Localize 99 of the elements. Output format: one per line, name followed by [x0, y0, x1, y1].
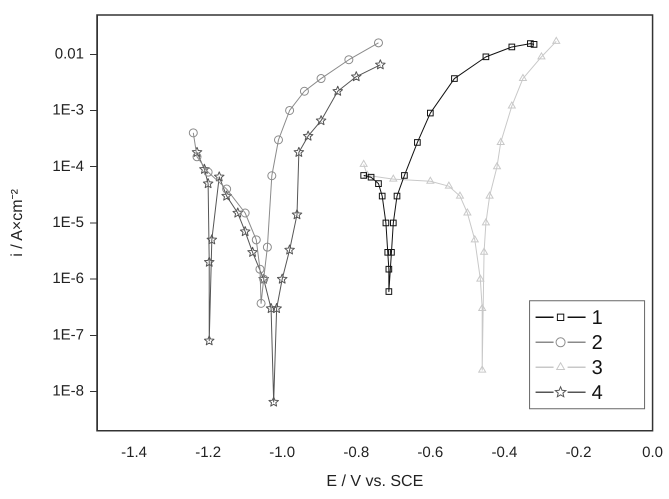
- point: [214, 171, 224, 182]
- point: [496, 138, 505, 145]
- point: [375, 59, 386, 70]
- x-tick-label: -1.2: [195, 444, 222, 461]
- point: [344, 55, 354, 64]
- point: [480, 248, 488, 255]
- x-tick-label: -0.8: [343, 444, 370, 461]
- point: [394, 192, 400, 200]
- point: [316, 74, 326, 84]
- point: [478, 304, 486, 311]
- point: [199, 164, 210, 174]
- y-tick-label: 1E-6: [52, 270, 84, 288]
- y-tick-label: 1E-3: [52, 102, 84, 119]
- point: [360, 160, 368, 167]
- point: [368, 174, 374, 181]
- point: [204, 335, 214, 346]
- point: [294, 146, 304, 157]
- point: [232, 208, 243, 218]
- point: [382, 220, 390, 226]
- x-tick-label: -0.2: [566, 444, 592, 461]
- legend-label: 4: [592, 382, 603, 404]
- point: [302, 130, 314, 141]
- point: [414, 139, 421, 146]
- legend-label: 3: [592, 356, 603, 379]
- point: [451, 75, 458, 82]
- point: [386, 288, 392, 295]
- point: [530, 41, 538, 48]
- point: [388, 248, 395, 256]
- point: [444, 182, 453, 189]
- y-tick-label: 0.01: [54, 45, 84, 62]
- point: [478, 366, 486, 373]
- x-tick-label: -1.0: [269, 444, 296, 461]
- point: [240, 226, 250, 236]
- point: [266, 302, 276, 314]
- x-tick-label: -0.6: [417, 444, 444, 461]
- y-tick-label: 1E-7: [52, 326, 84, 344]
- point: [262, 242, 272, 252]
- point: [188, 128, 198, 138]
- y-axis-title: i / A×cm⁻²: [9, 188, 26, 257]
- point: [384, 248, 392, 256]
- point: [268, 396, 279, 407]
- point: [192, 152, 202, 162]
- y-tick-label: 1E-5: [52, 214, 84, 232]
- point: [375, 180, 382, 187]
- x-tick-label: -0.4: [491, 444, 518, 461]
- point: [285, 106, 294, 115]
- point: [508, 44, 516, 50]
- point: [240, 208, 250, 218]
- point: [192, 146, 202, 157]
- point: [389, 174, 398, 182]
- point: [386, 266, 392, 273]
- point: [518, 74, 527, 82]
- point: [292, 209, 302, 220]
- x-axis-title: E / V vs. SCE: [326, 472, 424, 490]
- point: [274, 135, 283, 144]
- point: [221, 190, 232, 201]
- point: [204, 256, 214, 267]
- point: [374, 38, 383, 48]
- point: [537, 52, 546, 60]
- point: [255, 264, 264, 274]
- point: [276, 274, 288, 284]
- point: [247, 246, 258, 257]
- point: [206, 234, 218, 244]
- x-tick-label: -1.4: [121, 444, 147, 461]
- point: [271, 302, 282, 314]
- point: [202, 178, 214, 188]
- point: [401, 172, 408, 179]
- point: [252, 235, 261, 244]
- point: [482, 54, 490, 60]
- point: [426, 176, 434, 184]
- point: [360, 172, 368, 179]
- point: [300, 86, 309, 96]
- point: [390, 220, 397, 226]
- point: [527, 40, 534, 47]
- legend-label: 2: [592, 332, 603, 354]
- point: [470, 235, 479, 242]
- point: [316, 115, 326, 126]
- point: [476, 274, 484, 282]
- y-tick-label: 1E-4: [52, 158, 84, 175]
- point: [256, 298, 266, 308]
- point: [493, 162, 501, 170]
- x-tick-label: 0.0: [642, 444, 664, 461]
- point: [332, 86, 344, 96]
- legend-label: 1: [592, 306, 603, 329]
- point: [427, 110, 434, 116]
- point: [222, 184, 232, 194]
- point: [482, 218, 490, 226]
- point: [456, 192, 464, 199]
- point: [363, 170, 372, 178]
- point: [267, 171, 276, 180]
- point: [378, 192, 386, 200]
- y-tick-label: 1E-8: [52, 382, 84, 400]
- point: [284, 244, 295, 255]
- point: [463, 208, 472, 216]
- point: [486, 192, 494, 199]
- point: [552, 36, 560, 44]
- point: [351, 71, 362, 82]
- point: [508, 102, 516, 109]
- point: [204, 168, 213, 177]
